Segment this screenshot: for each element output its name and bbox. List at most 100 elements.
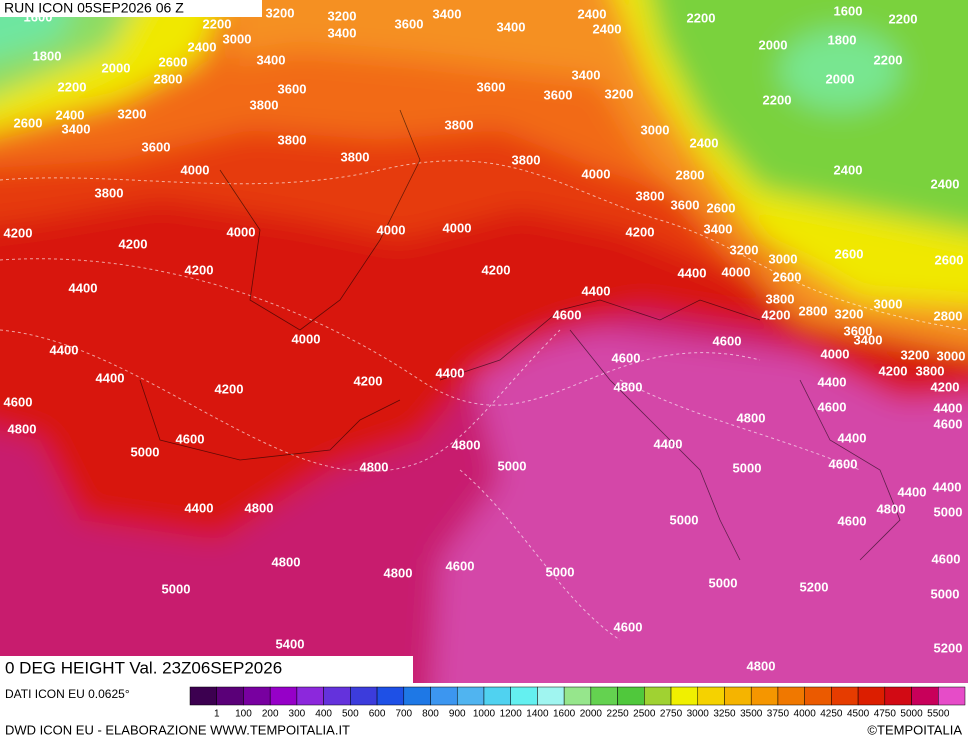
contour-label: 4200 bbox=[4, 225, 33, 240]
colorbar-swatch bbox=[831, 686, 859, 706]
colorbar-label: 1200 bbox=[500, 709, 523, 720]
colorbar-swatch bbox=[938, 686, 966, 706]
contour-label: 2800 bbox=[934, 308, 963, 323]
colorbar-swatch bbox=[857, 686, 886, 706]
contour-label: 4600 bbox=[932, 551, 961, 566]
colorbar-label: 1000 bbox=[473, 709, 496, 720]
contour-label: 4600 bbox=[614, 619, 643, 634]
contour-label: 4800 bbox=[8, 421, 37, 436]
colorbar-label: 100 bbox=[235, 709, 252, 720]
contour-label: 2600 bbox=[159, 54, 188, 69]
contour-label: 2400 bbox=[931, 176, 960, 191]
colorbar-swatch bbox=[376, 686, 405, 706]
copyright: ©TEMPOITALIA bbox=[867, 722, 962, 737]
contour-label: 2600 bbox=[835, 246, 864, 261]
colorbar-label: 900 bbox=[449, 709, 466, 720]
contour-label: 1800 bbox=[828, 32, 857, 47]
contour-label: 3600 bbox=[844, 323, 873, 338]
source-note: DATI ICON EU 0.0625° bbox=[5, 687, 130, 701]
colorbar-swatch bbox=[403, 686, 431, 706]
colorbar-label: 200 bbox=[262, 709, 279, 720]
colorbar-swatch bbox=[617, 686, 645, 706]
colorbar-swatch bbox=[269, 686, 298, 706]
colorbar-label: 3250 bbox=[713, 709, 736, 720]
contour-label: 1600 bbox=[834, 3, 863, 18]
contour-label: 5000 bbox=[931, 586, 960, 601]
colorbar-swatch bbox=[350, 686, 378, 706]
contour-label: 2600 bbox=[707, 200, 736, 215]
contour-label: 5000 bbox=[733, 460, 762, 475]
run-title: RUN ICON 05SEP2026 06 Z bbox=[4, 0, 184, 16]
contour-label: 3800 bbox=[341, 149, 370, 164]
colorbar-swatch bbox=[296, 686, 324, 706]
contour-label: 3800 bbox=[95, 185, 124, 200]
colorbar-label: 1400 bbox=[526, 709, 549, 720]
colorbar-label: 3500 bbox=[740, 709, 763, 720]
contour-label: 3400 bbox=[704, 221, 733, 236]
colorbar-swatch bbox=[537, 686, 565, 706]
contour-label: 3200 bbox=[835, 306, 864, 321]
contour-label: 4600 bbox=[713, 333, 742, 348]
contour-label: 5000 bbox=[670, 512, 699, 527]
contour-label: 4600 bbox=[934, 416, 963, 431]
colorbar-label: 2250 bbox=[606, 709, 629, 720]
contour-label: 3600 bbox=[278, 81, 307, 96]
contour-label: 4200 bbox=[185, 262, 214, 277]
contour-label: 4600 bbox=[612, 350, 641, 365]
colorbar-swatch bbox=[750, 686, 779, 706]
contour-label: 4400 bbox=[50, 342, 79, 357]
contour-label: 3000 bbox=[874, 296, 903, 311]
contour-label: 5000 bbox=[162, 581, 191, 596]
contour-label: 3800 bbox=[445, 117, 474, 132]
contour-label: 2200 bbox=[687, 10, 716, 25]
contour-label: 4200 bbox=[354, 373, 383, 388]
colorbar-label: 4500 bbox=[847, 709, 870, 720]
contour-label: 4200 bbox=[931, 379, 960, 394]
contour-label: 4000 bbox=[582, 166, 611, 181]
contour-label: 3600 bbox=[544, 87, 573, 102]
colorbar-swatch bbox=[189, 686, 217, 706]
contour-label: 4400 bbox=[96, 370, 125, 385]
colorbar-swatch bbox=[323, 686, 351, 706]
contour-label: 2400 bbox=[690, 135, 719, 150]
contour-label: 3000 bbox=[641, 122, 670, 137]
colorbar-label: 5500 bbox=[927, 709, 950, 720]
contour-label: 3400 bbox=[328, 25, 357, 40]
contour-label: 3600 bbox=[671, 197, 700, 212]
contour-label: 2400 bbox=[834, 162, 863, 177]
contour-label: 4800 bbox=[747, 658, 776, 673]
contour-label: 3600 bbox=[395, 16, 424, 31]
contour-label: 3000 bbox=[937, 348, 966, 363]
contour-label: 3600 bbox=[142, 139, 171, 154]
colorbar-swatch bbox=[644, 686, 672, 706]
contour-label: 3400 bbox=[854, 332, 883, 347]
contour-label: 4800 bbox=[452, 437, 481, 452]
contour-label: 4600 bbox=[818, 399, 847, 414]
contour-label: 4000 bbox=[821, 346, 850, 361]
contour-label: 2200 bbox=[58, 79, 87, 94]
colorbar-swatch bbox=[456, 686, 485, 706]
contour-label: 5000 bbox=[546, 564, 575, 579]
contour-label: 3400 bbox=[433, 6, 462, 21]
colorbar-swatch bbox=[697, 686, 725, 706]
contour-label: 2600 bbox=[14, 115, 43, 130]
contour-label: 4800 bbox=[272, 554, 301, 569]
contour-label: 2000 bbox=[102, 60, 131, 75]
colorbar-label: 800 bbox=[422, 709, 439, 720]
contour-label: 3400 bbox=[572, 67, 601, 82]
contour-label: 4600 bbox=[446, 558, 475, 573]
colorbar-label: 1600 bbox=[553, 709, 576, 720]
contour-label: 4800 bbox=[877, 501, 906, 516]
field-title: 0 DEG HEIGHT Val. 23Z06SEP2026 bbox=[5, 658, 282, 677]
contour-label: 3400 bbox=[62, 121, 91, 136]
colorbar-swatch bbox=[670, 686, 699, 706]
contour-label: 4600 bbox=[838, 513, 867, 528]
contour-label: 4200 bbox=[879, 363, 908, 378]
colorbar-label: 500 bbox=[342, 709, 359, 720]
contour-label: 4400 bbox=[818, 374, 847, 389]
contour-label: 4800 bbox=[245, 500, 274, 515]
contour-label: 4600 bbox=[829, 456, 858, 471]
contour-label: 4400 bbox=[185, 500, 214, 515]
contour-label: 2800 bbox=[676, 167, 705, 182]
contour-label: 5200 bbox=[800, 579, 829, 594]
